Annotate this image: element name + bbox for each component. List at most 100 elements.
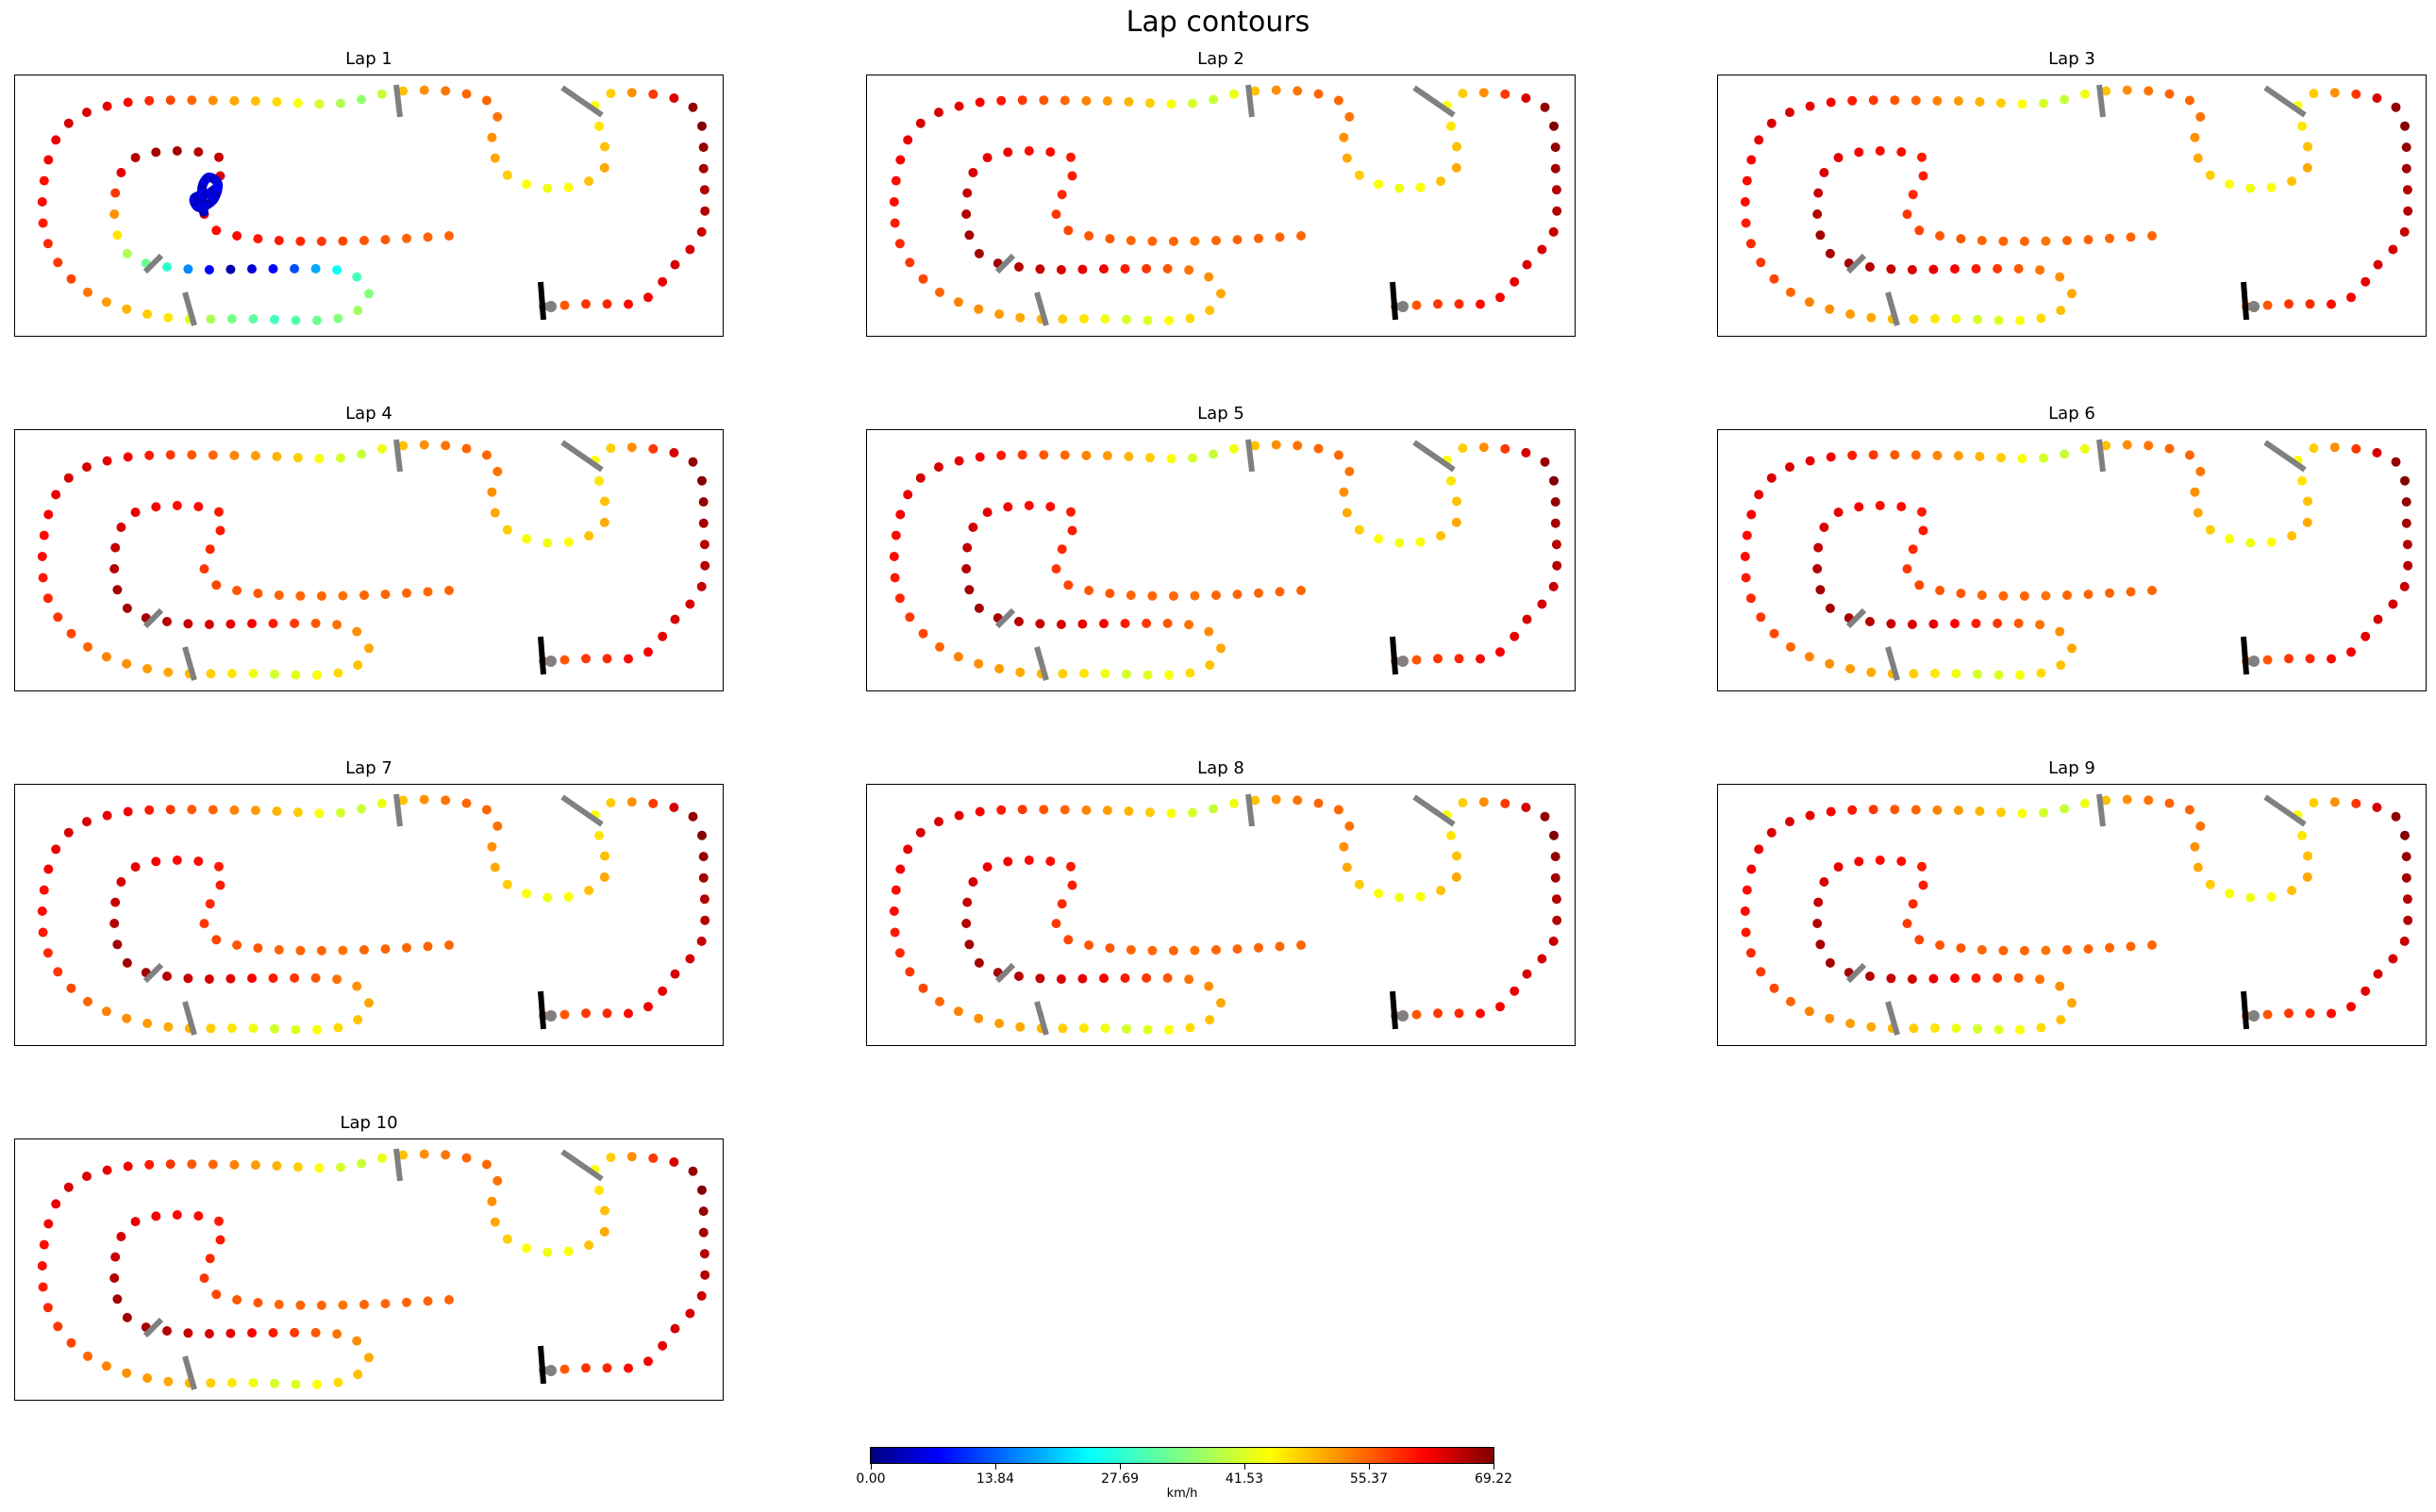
speed-point [1813,188,1824,198]
speed-point [316,1300,326,1310]
speed-point [206,1378,216,1388]
speed-point [122,1013,132,1023]
speed-point [968,168,978,177]
speed-point [1552,560,1562,571]
speed-point [1951,314,1961,324]
sector-line [560,440,604,473]
speed-point [2399,226,2410,237]
speed-point [2083,235,2094,245]
speed-point [444,940,454,950]
speed-point [225,619,236,629]
speed-point [274,236,284,245]
speed-point [66,274,76,284]
speed-point [2017,99,2027,109]
start-point [2248,656,2260,667]
speed-point [1102,96,1112,107]
speed-point [974,603,984,613]
speed-point [1232,235,1243,245]
speed-point [2144,440,2154,451]
speed-point [1746,509,1757,520]
speed-point [1205,660,1215,671]
sector-line [1034,291,1049,326]
speed-point [700,206,710,216]
speed-point [272,806,282,816]
speed-point [2303,496,2312,507]
speed-point [247,264,257,274]
speed-point [1886,973,1896,984]
speed-point [1035,619,1045,629]
speed-point [357,94,367,105]
speed-point [891,175,901,186]
speed-point [1458,89,1468,99]
speed-point [697,475,707,486]
speed-point [1059,805,1070,815]
speed-point [559,1364,570,1374]
speed-point [292,807,303,818]
speed-point [144,450,155,460]
sector-line [2096,84,2106,118]
speed-point [2297,830,2307,840]
speed-point [487,841,497,852]
speed-point [229,1159,240,1170]
sector-line [393,1148,403,1182]
speed-point [359,945,369,955]
speed-point [1785,108,1794,118]
speed-point [1994,1024,2004,1035]
speed-point [1436,176,1446,187]
speed-point [82,462,92,473]
speed-point [290,972,300,983]
speed-point [685,1308,695,1319]
speed-point [1756,967,1766,977]
speed-point [1868,805,1878,815]
speed-point [2013,618,2024,628]
speed-point [492,111,503,122]
speed-point [122,1368,132,1378]
speed-point [163,1022,174,1032]
speed-point [1975,806,1985,816]
speed-point [2329,442,2340,453]
speed-point [2401,142,2411,153]
speed-point [82,1171,92,1182]
speed-point [1058,314,1068,324]
speed-point [1995,98,2006,108]
speed-point [2373,969,2383,979]
speed-point [2122,440,2132,450]
start-finish-line [1390,636,1398,675]
speed-point [1063,225,1074,236]
speed-point [1550,852,1560,862]
speed-point [42,948,53,958]
speed-point [1452,496,1461,507]
speed-point [1909,669,1919,679]
speed-point [53,1321,63,1332]
speed-point [1500,798,1510,808]
speed-point [38,573,48,583]
speed-point [232,586,242,595]
speed-point [1124,97,1134,107]
speed-point [1017,805,1027,815]
speed-point [606,798,616,808]
speed-point [2056,1015,2066,1025]
speed-point [2327,1008,2336,1019]
speed-point [144,95,155,106]
lap-plot-area [14,75,724,337]
speed-point [110,897,121,907]
start-finish-line [538,281,546,321]
speed-point [1205,306,1215,316]
lap-plot-area [14,1138,724,1401]
speed-point [1540,811,1550,822]
speed-point [2205,170,2215,180]
speed-point [461,89,472,99]
speed-point [292,1162,303,1172]
speed-point [2262,655,2273,665]
speed-point [291,670,301,680]
speed-point [206,1023,216,1034]
speed-point [2401,852,2411,862]
speed-point [1825,1013,1835,1023]
speed-point [2403,560,2413,571]
speed-point [1819,168,1829,177]
speed-point [1015,1022,1026,1032]
speed-point [2361,631,2371,641]
speed-point [2144,795,2154,806]
speed-point [1056,265,1066,274]
speed-point [2019,236,2029,246]
